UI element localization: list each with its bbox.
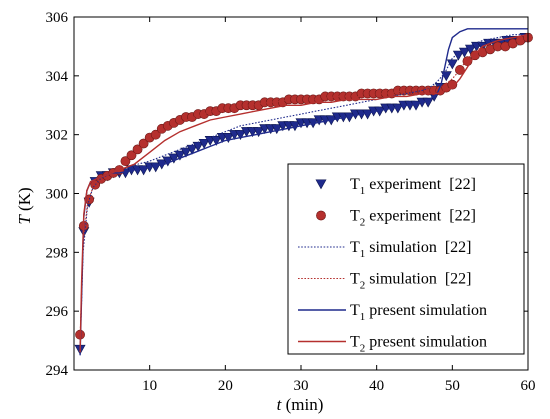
series-4 [79, 34, 529, 338]
series-line [79, 34, 529, 353]
data-point [234, 130, 246, 141]
legend-label: T1 present simulation [350, 302, 487, 323]
data-point [126, 150, 137, 161]
series-3 [79, 34, 528, 350]
data-point [210, 136, 222, 146]
legend-entry: T1 present simulation [298, 302, 487, 323]
legend-entry: T2 present simulation [298, 334, 487, 355]
legend-label: T1 experiment [22] [350, 176, 476, 197]
data-point [271, 124, 283, 135]
data-point [253, 127, 265, 138]
y-tick-label: 294 [46, 363, 69, 379]
x-tick-label: 10 [142, 378, 157, 394]
x-tick-label: 60 [521, 378, 536, 394]
series-line [79, 34, 528, 350]
data-point [447, 79, 458, 90]
data-point [452, 50, 464, 61]
y-tick-label: 296 [46, 304, 69, 320]
legend-box [287, 163, 525, 355]
legend-entry: T2 experiment [22] [316, 208, 476, 229]
legend-label: T2 experiment [22] [350, 208, 476, 229]
legend-label: T2 simulation [22] [350, 271, 472, 292]
legend-entry: T2 simulation [22] [298, 271, 472, 292]
series-line [79, 34, 529, 338]
data-point [138, 138, 149, 149]
legend-swatch [316, 210, 326, 221]
data-point [464, 44, 477, 55]
legend-entry: T1 simulation [22] [298, 239, 472, 260]
x-tick-label: 40 [369, 378, 384, 394]
x-axis-label-unit: (min) [281, 395, 323, 414]
axes: 10 20 30 40 50 60 294 296 298 300 302 304 306 [46, 10, 536, 394]
x-tick-label: 20 [218, 378, 233, 394]
data-point [174, 150, 186, 161]
legend-entry: T1 experiment [22] [315, 176, 476, 197]
y-axis-label-unit: (K) [15, 187, 34, 215]
legend-swatch [315, 179, 327, 190]
x-axis-label-main: t [277, 395, 283, 414]
legend-label: T1 simulation [22] [350, 239, 472, 260]
plot-area [74, 28, 533, 356]
y-axis-label: T (K) [15, 187, 34, 224]
y-tick-label: 300 [46, 187, 69, 203]
x-axis-label: t (min) [277, 395, 324, 414]
data-point [132, 144, 143, 155]
y-tick-label: 302 [46, 128, 69, 144]
y-tick-label: 304 [46, 69, 69, 85]
y-tick-label: 306 [46, 10, 69, 26]
data-point [180, 147, 192, 158]
y-axis-label-main: T [15, 214, 34, 225]
series-6 [79, 34, 529, 353]
y-tick-label: 298 [46, 245, 69, 261]
legend-label: T2 present simulation [350, 334, 487, 355]
x-tick-label: 50 [445, 378, 460, 394]
legend: T1 experiment [22] T2 experiment [22] T1 simula… [287, 163, 525, 355]
data-point [168, 153, 180, 164]
series-2 [75, 32, 533, 340]
x-tick-label: 30 [294, 378, 309, 394]
data-point [222, 133, 234, 143]
